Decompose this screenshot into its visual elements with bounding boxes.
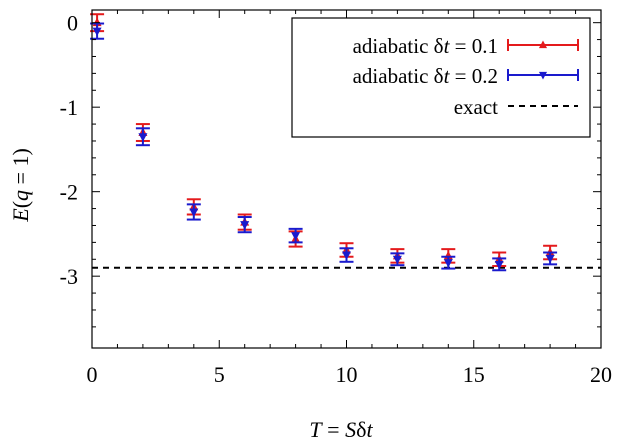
x-tick-label: 5 [214, 362, 225, 387]
x-axis-title: T = Sδt [309, 417, 373, 442]
legend-entry-3-label: exact [454, 95, 498, 119]
data-point [545, 254, 555, 264]
data-point [138, 133, 148, 142]
data-point [240, 221, 250, 230]
legend-sample-2 [507, 69, 579, 81]
data-point [392, 255, 402, 265]
x-tick-label: 0 [87, 362, 98, 387]
x-tick-label: 10 [336, 362, 358, 387]
series-2 [90, 22, 558, 272]
y-tick-label: 0 [67, 11, 78, 36]
axes: 0 5 10 15 20 0 -1 -2 -3 [60, 9, 612, 387]
data-point [494, 260, 504, 270]
data-point [291, 232, 301, 241]
data-point [92, 27, 102, 37]
y-tick-label: -1 [60, 95, 78, 120]
legend-box [291, 17, 591, 138]
legend-entry-1-label: adiabatic δt = 0.1 [353, 34, 498, 58]
legend-sample-marker [538, 71, 548, 80]
legend-entry-2-label: adiabatic δt = 0.2 [353, 64, 498, 88]
legend-sample-1 [507, 39, 579, 51]
x-tick-label: 15 [463, 362, 485, 387]
y-tick-label: -2 [60, 180, 78, 205]
data-point [342, 251, 351, 261]
y-axis-title: E(q = 1) [8, 148, 33, 223]
legend: adiabatic δt = 0.1 adiabatic δt = 0.2 ex… [291, 17, 591, 138]
x-tick-label: 20 [590, 362, 612, 387]
legend-samples [507, 39, 579, 107]
data-point [189, 208, 199, 217]
plot-area [90, 13, 601, 272]
data-point [443, 259, 453, 268]
legend-sample-marker [538, 40, 548, 49]
y-tick-label: -3 [60, 264, 78, 289]
